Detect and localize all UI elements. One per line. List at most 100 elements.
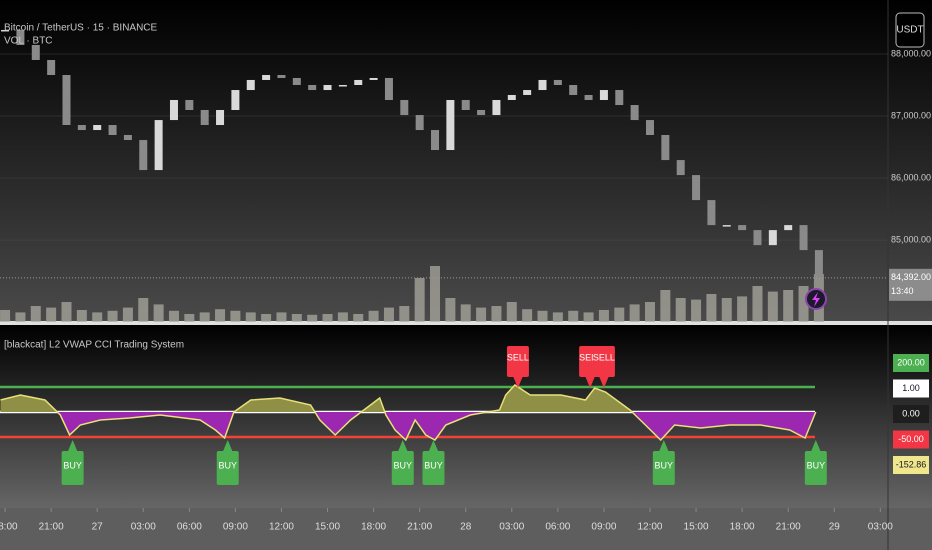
candle <box>431 130 440 151</box>
volume-bar <box>199 312 210 322</box>
candle <box>277 75 286 78</box>
signal-label: BUY <box>218 460 237 470</box>
volume-bar <box>460 304 471 322</box>
candle <box>123 135 132 141</box>
signal-marker <box>652 451 675 485</box>
candle <box>584 94 593 101</box>
indicator-line <box>0 384 817 442</box>
volume-bar <box>430 266 441 322</box>
candle <box>93 125 102 131</box>
volume-bar <box>245 312 256 322</box>
chart-title: Bitcoin / TetherUS · 15 · BINANCE <box>4 23 158 34</box>
candle <box>31 44 40 60</box>
volume-bar <box>568 310 579 322</box>
volume-bar <box>537 310 548 322</box>
signal-marker <box>512 376 523 388</box>
x-tick-label: 03:00 <box>868 522 893 533</box>
candle <box>507 94 516 101</box>
candle <box>169 100 178 121</box>
candle <box>599 90 608 101</box>
volume-bar <box>614 307 625 322</box>
candle <box>661 135 670 161</box>
volume-title: VOL · BTC <box>4 36 53 47</box>
candle <box>446 100 455 151</box>
currency-button[interactable] <box>895 12 925 48</box>
candle <box>47 59 56 76</box>
candle <box>200 110 209 126</box>
y-tick-label: 85,000.00 <box>891 234 931 244</box>
signal-marker <box>592 346 615 377</box>
axis-label: -152.86 <box>896 459 927 469</box>
volume-bar <box>153 304 164 322</box>
x-tick-label: 09:00 <box>591 522 616 533</box>
candle <box>16 29 25 45</box>
volume-bar <box>691 299 702 322</box>
candle <box>707 200 716 226</box>
volume-bar <box>598 310 609 322</box>
signal-marker <box>391 451 414 485</box>
candle <box>492 100 501 116</box>
volume-bar <box>276 312 287 322</box>
volume-bar <box>261 314 272 322</box>
volume-bar <box>552 312 563 322</box>
volume-bar <box>399 306 410 322</box>
candle <box>154 120 163 171</box>
bolt <box>812 292 820 307</box>
x-tick-label: 21:00 <box>776 522 801 533</box>
candle <box>292 77 301 85</box>
area-above <box>0 385 816 412</box>
signal-marker <box>397 440 408 452</box>
volume-bar <box>353 314 364 322</box>
countdown-label: 13:40 <box>891 286 914 296</box>
signal-marker <box>598 376 609 388</box>
candle <box>400 100 409 116</box>
signal-label: SELL <box>593 352 615 362</box>
volume-bar <box>383 307 394 322</box>
candle <box>323 84 332 91</box>
signal-marker <box>804 451 827 485</box>
candle <box>538 79 547 91</box>
candle <box>814 250 823 278</box>
candle <box>338 84 347 87</box>
x-tick-label: 27 <box>92 522 104 533</box>
pane-divider <box>0 321 932 325</box>
candle <box>384 77 393 101</box>
volume-bar <box>168 310 179 322</box>
signal-label: BUY <box>424 460 443 470</box>
last-price-box <box>889 268 932 301</box>
volume-bar <box>15 312 26 322</box>
volume-bar <box>660 290 671 322</box>
y-tick-label: 88,000.00 <box>891 48 931 58</box>
y-tick-label: 87,000.00 <box>891 110 931 120</box>
volume-bar <box>322 314 333 322</box>
x-tick-label: 03:00 <box>131 522 156 533</box>
volume-bar <box>76 310 87 322</box>
x-tick-label: 15:00 <box>315 522 340 533</box>
signal-marker <box>67 440 78 452</box>
volume-bar <box>737 296 748 322</box>
axis-label: 200.00 <box>897 357 925 367</box>
x-tick-label: 06:00 <box>545 522 570 533</box>
signal-label: BUY <box>655 460 674 470</box>
currency-label[interactable]: USDT <box>896 25 923 36</box>
x-tick-label: 28 <box>460 522 472 533</box>
x-tick-label: 21:00 <box>39 522 64 533</box>
volume-bar <box>61 302 72 322</box>
volume-bar <box>506 302 517 322</box>
x-tick-label: 21:00 <box>407 522 432 533</box>
x-tick-label: 12:00 <box>637 522 662 533</box>
candle <box>630 105 639 121</box>
x-tick-label: 09:00 <box>223 522 248 533</box>
candle <box>569 84 578 95</box>
volume-bar <box>476 307 487 322</box>
volume-bar <box>675 298 686 322</box>
candle <box>738 225 747 231</box>
signal-label: SELL <box>579 352 601 362</box>
candle <box>799 225 808 251</box>
candle <box>369 77 378 80</box>
volume-bar <box>798 286 809 322</box>
candle <box>461 100 470 111</box>
axis-label-box <box>893 354 929 372</box>
candle <box>216 110 225 126</box>
candle <box>108 125 117 136</box>
